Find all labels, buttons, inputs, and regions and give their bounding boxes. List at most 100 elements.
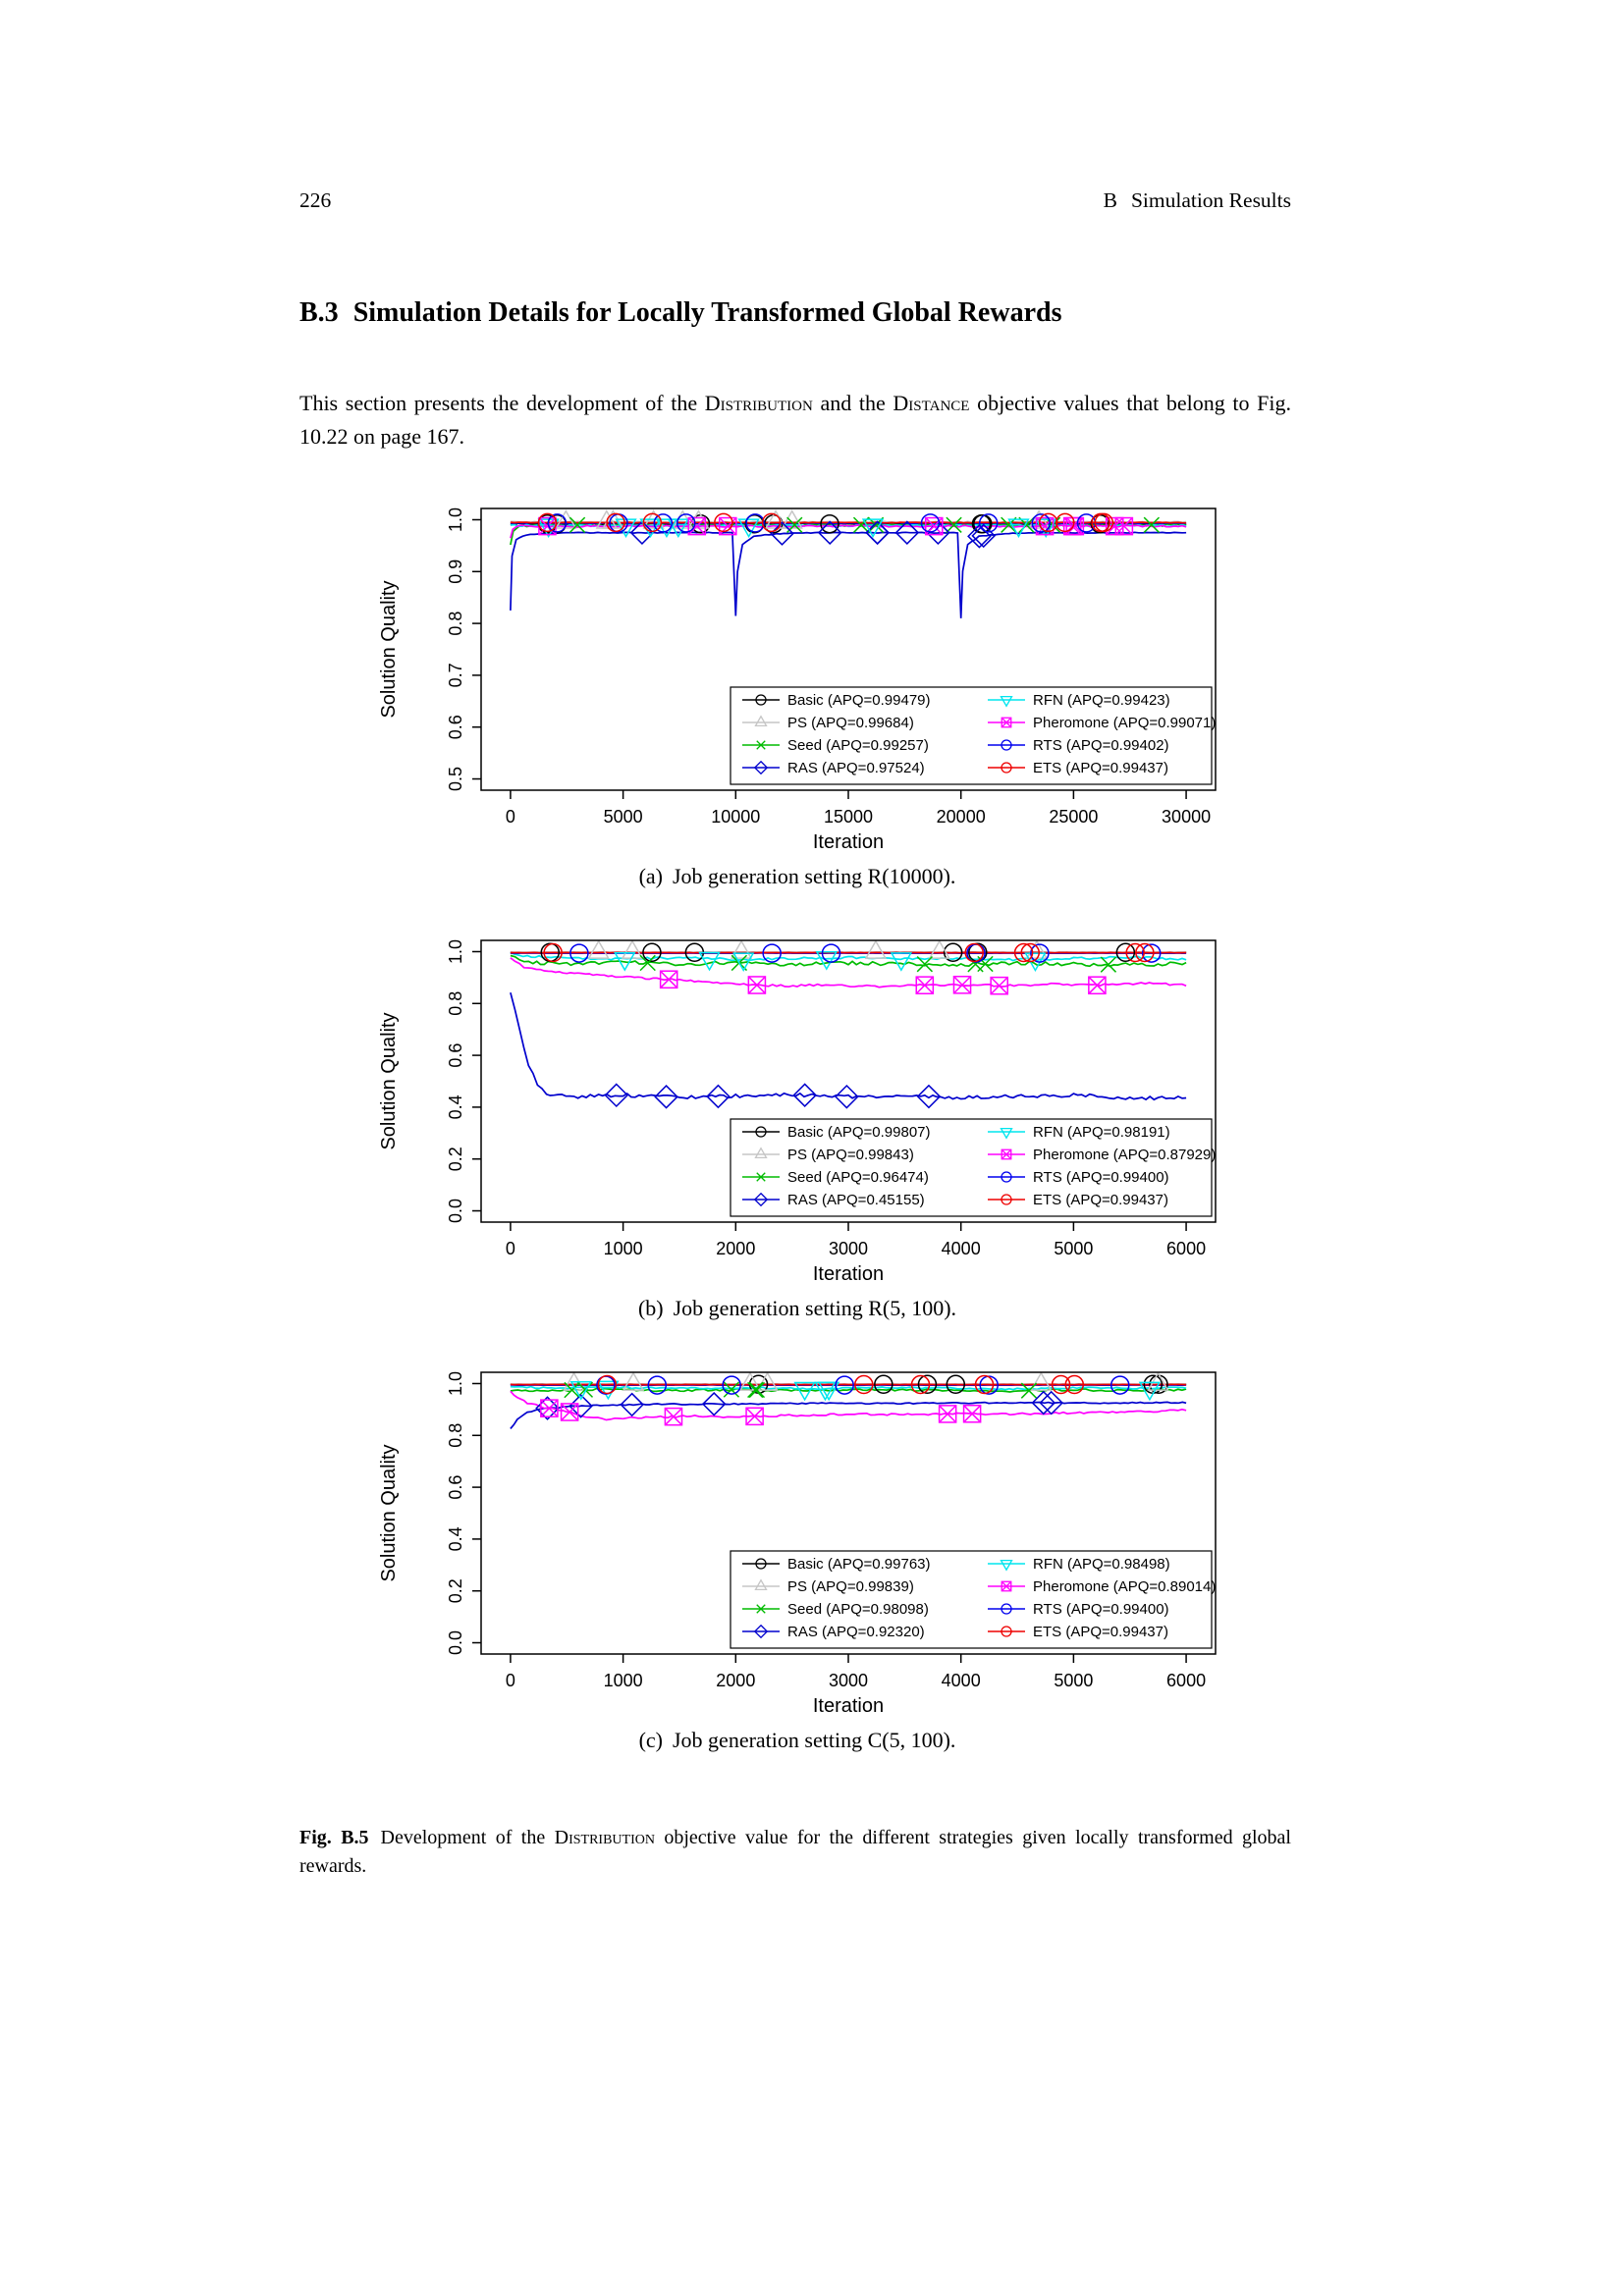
- series-layer: [510, 509, 1187, 618]
- legend-label-Basic: Basic (APQ=0.99479): [787, 692, 931, 709]
- series-Seed-markers: [564, 1381, 1038, 1399]
- legend-label-RAS: RAS (APQ=0.92320): [787, 1624, 925, 1640]
- chart-a-caption: (a) Job generation setting R(10000).: [638, 864, 956, 888]
- series-Seed-line: [510, 954, 1187, 968]
- series-layer: [510, 1372, 1187, 1429]
- series-RAS-line: [510, 531, 1187, 618]
- x-tick-label: 10000: [711, 807, 760, 827]
- y-tick-label: 0.5: [446, 767, 465, 791]
- legend-label-Seed: Seed (APQ=0.98098): [787, 1601, 929, 1618]
- legend-label-Seed: Seed (APQ=0.96474): [787, 1169, 929, 1186]
- x-tick-label: 5000: [1054, 1239, 1093, 1258]
- chart-b-caption: (b) Job generation setting R(5, 100).: [637, 1296, 957, 1320]
- x-tick-label: 0: [506, 1239, 515, 1258]
- x-tick-label: 15000: [824, 807, 873, 827]
- series-Pheromone-line: [510, 1390, 1187, 1421]
- legend-label-Pheromone: Pheromone (APQ=0.89014): [1033, 1578, 1216, 1595]
- x-tick-label: 25000: [1049, 807, 1098, 827]
- running-header-text: B Simulation Results: [1103, 188, 1291, 212]
- series-RAS-line: [510, 1401, 1187, 1429]
- y-axis-label: Solution Quality: [378, 580, 400, 718]
- x-tick-label: 6000: [1166, 1671, 1206, 1690]
- legend-label-RFN: RFN (APQ=0.98498): [1033, 1556, 1170, 1573]
- chart-b: Basic (APQ=0.99807) PS (APQ=0.99843) Seed …: [365, 915, 1229, 1308]
- y-tick-label: 0.2: [446, 1147, 465, 1171]
- legend-label-RAS: RAS (APQ=0.97524): [787, 760, 925, 776]
- x-axis-label: Iteration: [813, 831, 884, 853]
- y-tick-label: 1.0: [446, 1371, 465, 1396]
- section-title: B.3 Simulation Details for Locally Transf…: [299, 297, 1291, 329]
- series-Pheromone-markers: [540, 1399, 982, 1426]
- series-layer: [510, 940, 1187, 1109]
- series-ETS-markers: [597, 1374, 1085, 1395]
- y-tick-label: 0.8: [446, 991, 465, 1016]
- x-tick-label: 2000: [716, 1671, 755, 1690]
- x-tick-label: 20000: [937, 807, 986, 827]
- x-tick-label: 3000: [829, 1671, 868, 1690]
- x-axis-label: Iteration: [813, 1695, 884, 1717]
- x-axis-label: Iteration: [813, 1263, 884, 1285]
- x-tick-label: 2000: [716, 1239, 755, 1258]
- chart-b-svg: Basic (APQ=0.99807) PS (APQ=0.99843) Seed …: [378, 939, 1217, 1285]
- x-tick-label: 30000: [1162, 807, 1211, 827]
- legend-label-PS: PS (APQ=0.99843): [787, 1147, 914, 1163]
- legend-label-PS: PS (APQ=0.99839): [787, 1578, 914, 1595]
- legend-label-RTS: RTS (APQ=0.99400): [1033, 1169, 1169, 1186]
- page-number: 226: [299, 188, 332, 212]
- section-number: B.3: [299, 297, 339, 328]
- legend-label-RFN: RFN (APQ=0.99423): [1033, 692, 1170, 709]
- chart-c-svg: Basic (APQ=0.99763) PS (APQ=0.99839) Seed …: [378, 1371, 1217, 1717]
- y-tick-label: 0.8: [446, 612, 465, 636]
- y-axis-label: Solution Quality: [378, 1444, 400, 1581]
- chart-c-caption: (c) Job generation setting C(5, 100).: [638, 1728, 956, 1752]
- legend: Basic (APQ=0.99807) PS (APQ=0.99843) Seed …: [730, 1118, 1216, 1217]
- chart-a: Basic (APQ=0.99479) PS (APQ=0.99684) Seed …: [365, 483, 1229, 876]
- x-tick-label: 1000: [604, 1671, 643, 1690]
- x-tick-label: 0: [506, 807, 515, 827]
- legend-label-RFN: RFN (APQ=0.98191): [1033, 1124, 1170, 1141]
- y-tick-label: 0.7: [446, 663, 465, 687]
- series-RAS-markers: [604, 1083, 942, 1109]
- y-tick-label: 0.6: [446, 715, 465, 739]
- axes: 0 5000 10000 15000 20000 25000 30000 0.5 0.6 0.7 0…: [378, 507, 1217, 853]
- series-ETS-line: [510, 521, 1187, 524]
- chart-c: Basic (APQ=0.99763) PS (APQ=0.99839) Seed …: [365, 1347, 1229, 1739]
- chart-a-svg: Basic (APQ=0.99479) PS (APQ=0.99684) Seed …: [378, 507, 1217, 853]
- running-header: 226 B Simulation Results: [299, 188, 1291, 213]
- y-tick-label: 0.6: [446, 1475, 465, 1500]
- y-tick-label: 1.0: [446, 939, 465, 964]
- legend-label-Pheromone: Pheromone (APQ=0.99071): [1033, 715, 1216, 731]
- series-Pheromone-line: [510, 957, 1187, 988]
- x-tick-label: 0: [506, 1671, 515, 1690]
- series-ETS-markers: [543, 942, 1155, 963]
- smallcaps-distribution: Distribution: [704, 391, 813, 415]
- legend-label-Basic: Basic (APQ=0.99807): [787, 1124, 931, 1141]
- x-tick-label: 5000: [604, 807, 643, 827]
- series-RAS-markers: [535, 1390, 1064, 1420]
- y-tick-label: 0.6: [446, 1043, 465, 1068]
- figure-caption-tag: Fig. B.5: [299, 1827, 369, 1848]
- legend-label-Basic: Basic (APQ=0.99763): [787, 1556, 931, 1573]
- legend-label-RAS: RAS (APQ=0.45155): [787, 1192, 925, 1208]
- axes: 0 1000 2000 3000 4000 5000 6000 0.0 0.2 0.4 0.6 0.8…: [378, 939, 1217, 1285]
- x-tick-label: 4000: [942, 1239, 981, 1258]
- y-tick-label: 0.0: [446, 1199, 465, 1223]
- axes: 0 1000 2000 3000 4000 5000 6000 0.0 0.2 0.4 0.6 0.8…: [378, 1371, 1217, 1717]
- legend-label-RTS: RTS (APQ=0.99400): [1033, 1601, 1169, 1618]
- x-tick-label: 1000: [604, 1239, 643, 1258]
- legend-label-ETS: ETS (APQ=0.99437): [1033, 1192, 1168, 1208]
- smallcaps-distance: Distance: [893, 391, 970, 415]
- y-tick-label: 1.0: [446, 507, 465, 532]
- y-tick-label: 0.9: [446, 560, 465, 584]
- legend: Basic (APQ=0.99479) PS (APQ=0.99684) Seed …: [730, 686, 1216, 785]
- x-tick-label: 4000: [942, 1671, 981, 1690]
- series-RTS-markers: [569, 943, 1162, 963]
- y-tick-label: 0.2: [446, 1578, 465, 1603]
- intro-paragraph: This section presents the development of…: [299, 391, 1291, 449]
- legend-label-ETS: ETS (APQ=0.99437): [1033, 1624, 1168, 1640]
- legend-label-RTS: RTS (APQ=0.99402): [1033, 737, 1169, 754]
- legend: Basic (APQ=0.99763) PS (APQ=0.99839) Seed …: [730, 1550, 1216, 1649]
- section-title-text: Simulation Details for Locally Transform…: [352, 297, 1062, 328]
- legend-label-ETS: ETS (APQ=0.99437): [1033, 760, 1168, 776]
